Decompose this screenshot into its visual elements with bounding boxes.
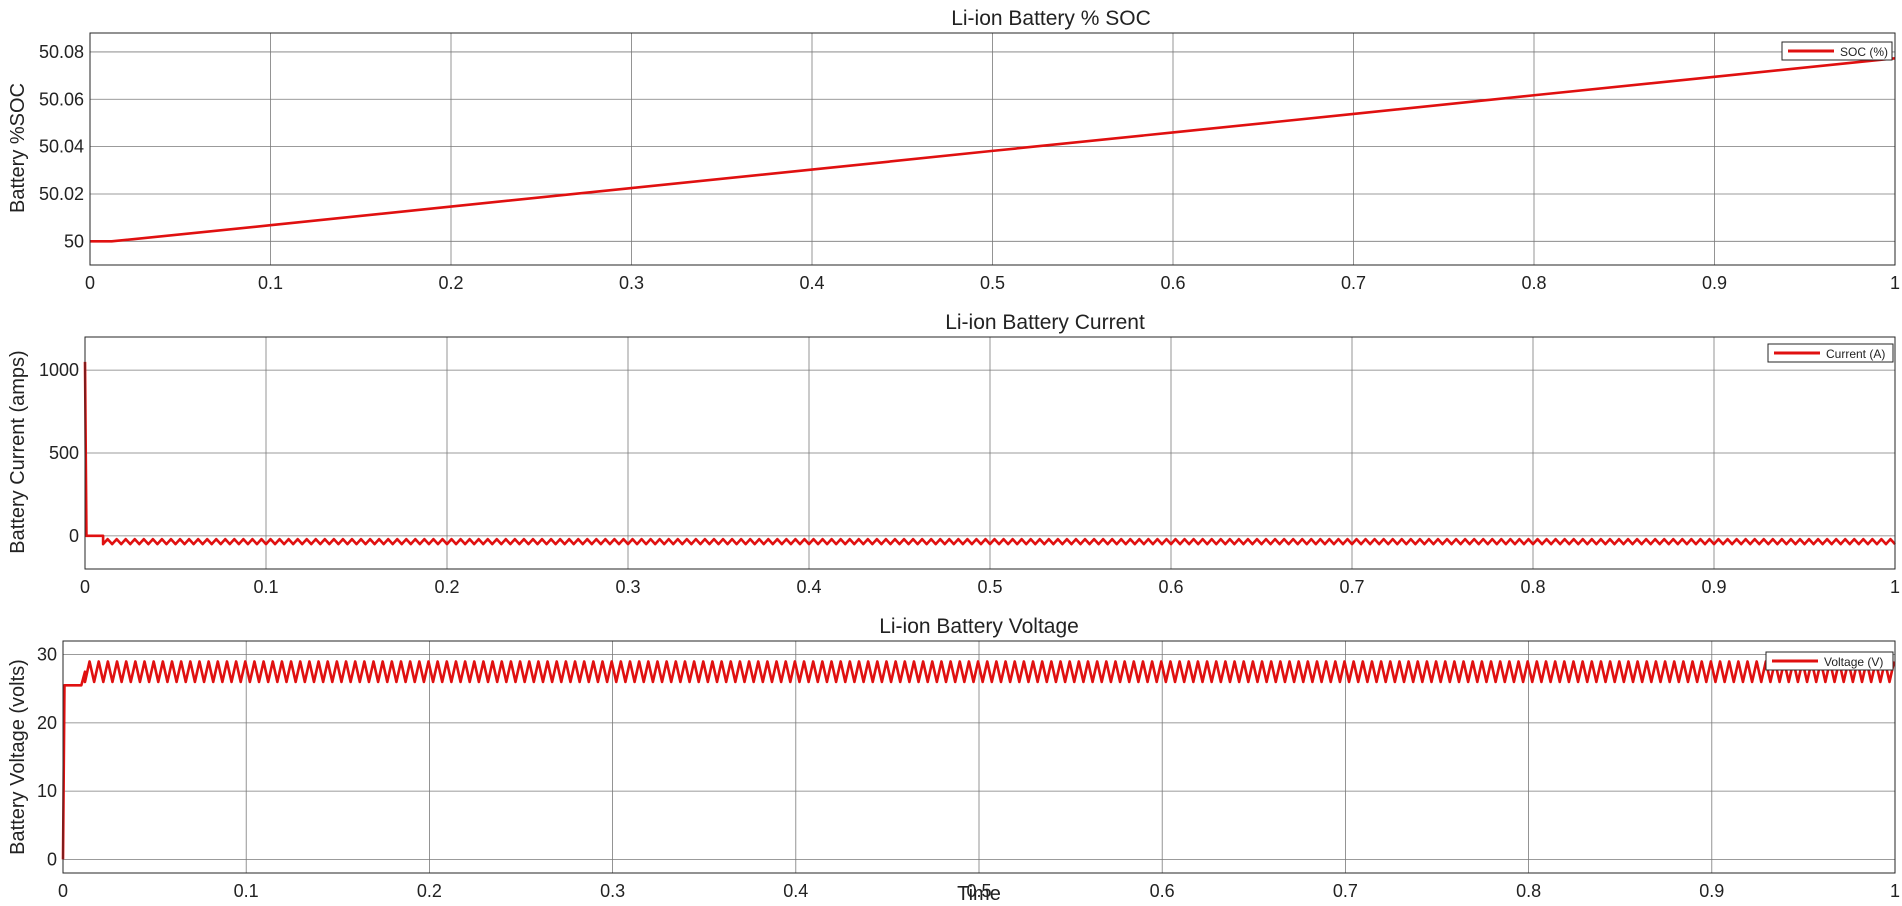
x-axis-label: Time <box>957 883 1001 905</box>
y-tick-label: 10 <box>37 781 57 801</box>
x-tick-label: 0.6 <box>1158 577 1183 597</box>
chart-title: Li-ion Battery % SOC <box>951 7 1151 30</box>
series-layer <box>83 361 1896 546</box>
x-tick-label: 0.5 <box>966 881 991 901</box>
x-tick-label: 0.4 <box>783 881 808 901</box>
y-ticks: 0 10 20 30 <box>37 645 57 870</box>
y-tick-label: 20 <box>37 713 57 733</box>
legend-label: Voltage (V) <box>1824 655 1883 669</box>
x-ticks: 0 0.1 0.2 0.3 0.4 0.5 0.6 0.7 0.8 0.9 1 <box>85 273 1900 293</box>
legend-label: SOC (%) <box>1840 45 1888 59</box>
series-layer <box>90 57 1896 243</box>
y-axis-label: Battery Current (amps) <box>7 350 29 553</box>
x-tick-label: 0.3 <box>600 881 625 901</box>
x-tick-label: 0.6 <box>1150 881 1175 901</box>
panel-soc: Li-ion Battery % SOC Battery %SOC 0 0.1 0.… <box>7 7 1900 293</box>
y-tick-label: 50.04 <box>39 137 84 157</box>
axes-box <box>89 32 1896 266</box>
x-tick-label: 0.1 <box>253 577 278 597</box>
x-tick-label: 1 <box>1890 881 1900 901</box>
legend-box <box>1767 343 1894 363</box>
y-tick-label: 50.08 <box>39 42 84 62</box>
panel-current: Li-ion Battery Current Battery Current (… <box>7 311 1900 597</box>
y-axis-label: Battery Voltage (volts) <box>7 659 29 855</box>
x-tick-label: 0.1 <box>234 881 259 901</box>
y-tick-label: 50 <box>64 231 84 251</box>
y-axis-label: Battery %SOC <box>7 83 29 213</box>
x-tick-label: 0.7 <box>1341 273 1366 293</box>
series-line <box>61 660 1896 860</box>
x-tick-label: 0 <box>58 881 68 901</box>
x-tick-label: 0.5 <box>980 273 1005 293</box>
x-tick-label: 0.1 <box>258 273 283 293</box>
x-tick-label: 0.9 <box>1702 273 1727 293</box>
x-tick-label: 0.9 <box>1699 881 1724 901</box>
series-line <box>83 361 1896 546</box>
x-tick-label: 0.7 <box>1339 577 1364 597</box>
x-tick-label: 0.3 <box>615 577 640 597</box>
x-tick-label: 0.6 <box>1160 273 1185 293</box>
x-tick-label: 1 <box>1890 577 1900 597</box>
series-layer <box>61 660 1896 860</box>
legend-label: Current (A) <box>1826 347 1885 361</box>
x-tick-label: 0.9 <box>1701 577 1726 597</box>
grid <box>90 33 1895 265</box>
x-tick-label: 1 <box>1890 273 1900 293</box>
legend-box <box>1781 41 1893 61</box>
chart-title: Li-ion Battery Current <box>945 311 1145 334</box>
legend: Current (A) <box>1767 343 1894 363</box>
legend-box <box>1765 651 1894 671</box>
x-tick-label: 0.8 <box>1521 273 1546 293</box>
grid <box>63 641 1895 873</box>
axes-box <box>84 336 1896 570</box>
y-tick-label: 500 <box>49 443 79 463</box>
y-tick-label: 0 <box>47 849 57 869</box>
axes-box <box>62 640 1896 874</box>
y-tick-label: 0 <box>69 526 79 546</box>
x-ticks: 0 0.1 0.2 0.3 0.4 0.5 0.6 0.7 0.8 0.9 1 <box>80 577 1900 597</box>
y-tick-label: 1000 <box>39 360 79 380</box>
series-line <box>90 57 1896 243</box>
x-tick-label: 0.2 <box>417 881 442 901</box>
chart-title: Li-ion Battery Voltage <box>879 615 1079 638</box>
x-tick-label: 0 <box>85 273 95 293</box>
x-tick-label: 0.5 <box>977 577 1002 597</box>
x-tick-label: 0.8 <box>1520 577 1545 597</box>
x-tick-label: 0.3 <box>619 273 644 293</box>
x-tick-label: 0 <box>80 577 90 597</box>
x-tick-label: 0.4 <box>796 577 821 597</box>
legend: Voltage (V) <box>1765 651 1894 671</box>
x-tick-label: 0.2 <box>434 577 459 597</box>
x-tick-label: 0.2 <box>438 273 463 293</box>
y-tick-label: 50.02 <box>39 184 84 204</box>
legend: SOC (%) <box>1781 41 1893 61</box>
y-ticks: 50 50.02 50.04 50.06 50.08 <box>39 42 84 251</box>
grid <box>85 337 1895 569</box>
y-tick-label: 30 <box>37 645 57 665</box>
panel-voltage: Li-ion Battery Voltage Battery Voltage (… <box>7 615 1900 905</box>
x-ticks: 0 0.1 0.2 0.3 0.4 0.5 0.6 0.7 0.8 0.9 1 <box>58 881 1900 901</box>
x-tick-label: 0.7 <box>1333 881 1358 901</box>
x-tick-label: 0.8 <box>1516 881 1541 901</box>
y-tick-label: 50.06 <box>39 89 84 109</box>
y-ticks: 0 500 1000 <box>39 360 79 546</box>
x-tick-label: 0.4 <box>799 273 824 293</box>
